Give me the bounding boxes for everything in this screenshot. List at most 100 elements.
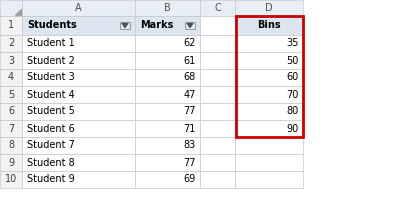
Bar <box>0 103 22 120</box>
Bar <box>200 120 235 137</box>
Text: C: C <box>214 3 221 13</box>
Text: 77: 77 <box>183 106 196 117</box>
Bar <box>235 137 303 154</box>
Text: 69: 69 <box>184 174 196 184</box>
Bar <box>0 35 22 52</box>
Text: Student 7: Student 7 <box>27 141 75 151</box>
Bar <box>200 16 235 35</box>
Bar <box>235 103 303 120</box>
Text: Student 5: Student 5 <box>27 106 75 117</box>
Text: 5: 5 <box>8 89 14 99</box>
Bar <box>235 16 303 137</box>
Bar <box>22 154 135 171</box>
Text: Student 3: Student 3 <box>27 73 75 82</box>
Bar <box>135 0 200 16</box>
Text: 4: 4 <box>8 73 14 82</box>
Text: 35: 35 <box>287 39 299 49</box>
Bar <box>135 16 200 35</box>
Bar <box>135 137 200 154</box>
Text: 8: 8 <box>8 141 14 151</box>
Bar <box>22 16 135 35</box>
Bar <box>0 171 22 188</box>
Text: 77: 77 <box>183 158 196 167</box>
Bar <box>135 52 200 69</box>
Text: 3: 3 <box>8 56 14 66</box>
Bar <box>235 86 303 103</box>
Text: Student 8: Student 8 <box>27 158 75 167</box>
Bar <box>0 86 22 103</box>
Text: Students: Students <box>27 21 77 31</box>
Bar <box>135 35 200 52</box>
Text: Marks: Marks <box>140 21 173 31</box>
Text: A: A <box>75 3 82 13</box>
Text: 71: 71 <box>184 124 196 134</box>
Text: D: D <box>265 3 273 13</box>
Bar <box>135 171 200 188</box>
Bar <box>0 154 22 171</box>
Text: Student 1: Student 1 <box>27 39 75 49</box>
Bar <box>0 120 22 137</box>
Bar <box>0 69 22 86</box>
Text: Student 4: Student 4 <box>27 89 75 99</box>
Bar <box>235 35 303 52</box>
Bar <box>22 103 135 120</box>
Polygon shape <box>15 9 21 15</box>
Bar <box>200 52 235 69</box>
Bar <box>200 154 235 171</box>
Text: B: B <box>164 3 171 13</box>
Bar <box>22 86 135 103</box>
Bar <box>200 103 235 120</box>
Bar <box>200 35 235 52</box>
Bar <box>120 22 130 29</box>
Bar <box>22 69 135 86</box>
Text: 47: 47 <box>184 89 196 99</box>
Bar <box>22 171 135 188</box>
Bar <box>235 52 303 69</box>
Text: 60: 60 <box>287 73 299 82</box>
Bar <box>22 137 135 154</box>
Bar <box>0 52 22 69</box>
Text: 1: 1 <box>8 21 14 31</box>
Text: Student 2: Student 2 <box>27 56 75 66</box>
Text: 62: 62 <box>184 39 196 49</box>
Bar <box>135 69 200 86</box>
Bar <box>200 0 235 16</box>
Text: 68: 68 <box>184 73 196 82</box>
Text: 6: 6 <box>8 106 14 117</box>
Bar <box>200 137 235 154</box>
Bar <box>22 0 135 16</box>
Text: 10: 10 <box>5 174 17 184</box>
Bar <box>22 35 135 52</box>
Bar <box>22 120 135 137</box>
Text: 90: 90 <box>287 124 299 134</box>
Text: 7: 7 <box>8 124 14 134</box>
Text: Student 6: Student 6 <box>27 124 75 134</box>
Bar <box>135 86 200 103</box>
Text: 2: 2 <box>8 39 14 49</box>
Text: 50: 50 <box>287 56 299 66</box>
Bar <box>135 120 200 137</box>
Polygon shape <box>187 23 193 28</box>
Bar <box>235 120 303 137</box>
Bar <box>200 171 235 188</box>
Bar <box>235 171 303 188</box>
Bar <box>135 154 200 171</box>
Bar <box>0 137 22 154</box>
Bar <box>0 16 22 35</box>
Bar <box>200 69 235 86</box>
Text: 70: 70 <box>287 89 299 99</box>
Text: 61: 61 <box>184 56 196 66</box>
Polygon shape <box>122 23 128 28</box>
Bar <box>185 22 195 29</box>
Bar <box>200 86 235 103</box>
Bar <box>235 69 303 86</box>
Bar <box>235 16 303 35</box>
Bar <box>135 103 200 120</box>
Text: 9: 9 <box>8 158 14 167</box>
Text: Student 9: Student 9 <box>27 174 75 184</box>
Text: 83: 83 <box>184 141 196 151</box>
Text: Bins: Bins <box>257 21 281 31</box>
Bar <box>22 52 135 69</box>
Bar <box>235 0 303 16</box>
Bar <box>0 0 22 16</box>
